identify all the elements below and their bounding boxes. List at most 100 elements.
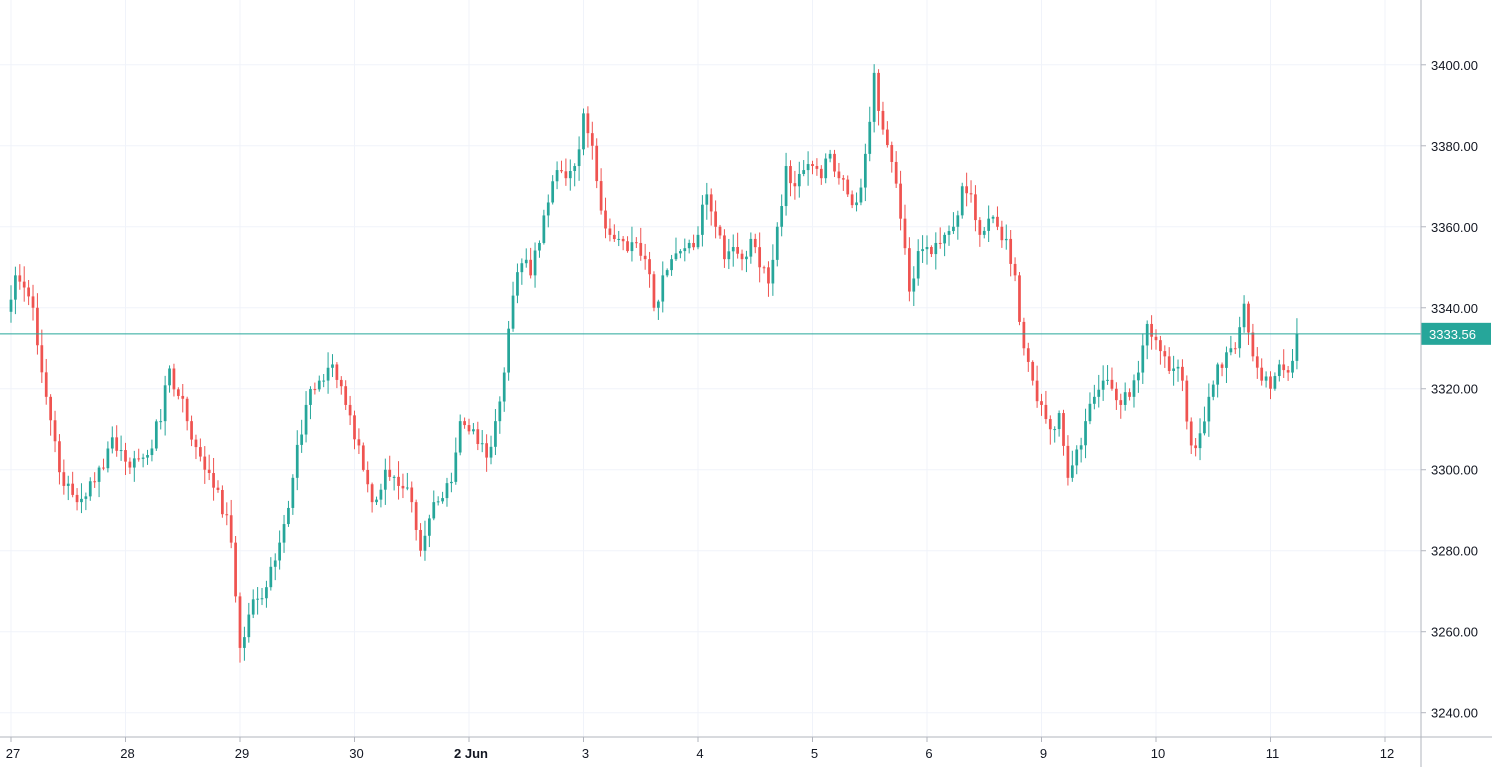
candle [331,354,334,378]
x-tick-label: 28 [120,746,134,761]
candle [1172,355,1175,386]
candle [1145,320,1149,360]
candle-body [322,380,326,382]
candle-body [956,215,960,227]
x-tick-label: 29 [235,746,249,761]
candle-body [300,434,304,445]
candle [692,234,695,251]
candle-body [1264,376,1268,381]
candle [282,514,286,553]
candle [410,481,414,513]
x-tick-label: 9 [1040,746,1047,761]
candle [881,101,885,135]
candle-body [269,566,273,588]
candle [648,251,651,288]
candle [1220,362,1224,377]
candle-body [80,498,83,503]
candle-body [701,204,704,235]
candle [612,224,616,242]
candle [181,384,185,413]
candle-body [1123,392,1127,405]
candle [727,238,731,270]
candle-body [40,345,44,373]
candle-body [295,444,299,478]
y-tick-label: 3340.00 [1431,301,1478,316]
candle-body [1035,380,1039,402]
candle [1075,445,1079,475]
candle-body [243,637,246,648]
candle [921,235,924,263]
candle-body [590,133,594,146]
candle [128,457,132,475]
candle-body [617,238,621,240]
candle-body [282,524,286,543]
candle [1247,301,1250,346]
candle [388,455,392,481]
candle-body [194,439,198,448]
candle-body [938,242,942,244]
candle-body [287,507,290,525]
candle-body [1075,449,1079,466]
candle-body [353,415,356,440]
candle [176,387,180,400]
candle-body [529,259,533,276]
candle-body [661,275,665,302]
candle [1255,347,1259,379]
candle-body [106,448,110,469]
candle-body [66,483,70,486]
candle-body [423,535,427,551]
candle-body [921,249,924,252]
candle [1022,317,1026,356]
candle-body [18,275,22,282]
y-tick-label: 3280.00 [1431,544,1478,559]
candle-body [75,494,79,503]
candle [661,261,665,313]
candle-body [806,164,810,171]
candle-body [516,272,519,296]
candle-body [890,145,894,162]
candle [841,175,845,191]
candle-body [1040,401,1043,405]
candle [238,592,242,663]
candle-body [185,398,189,422]
candle [987,205,991,243]
candle [40,329,44,383]
candle-body [1203,421,1206,434]
candle [815,158,819,176]
candle [789,160,792,197]
candle-body [991,216,995,219]
candle [199,438,202,462]
candle [762,265,766,274]
candle [617,230,621,247]
candle [502,367,506,412]
candle [375,496,378,506]
candle [361,442,365,472]
candle-body [1159,340,1162,352]
candle [168,365,171,393]
candle [1026,342,1030,372]
candle-body [1282,364,1286,371]
candle-body [1128,392,1131,397]
candle-body [361,445,365,470]
candle-body [683,248,687,252]
candle [974,185,977,232]
candle-body [1106,379,1109,381]
candle-body [846,179,850,195]
candle [154,419,158,451]
candle [899,170,902,231]
candle-body [163,385,167,422]
x-tick-label: 11 [1266,746,1280,761]
candle [687,239,691,254]
candle [1097,374,1101,408]
candle [934,232,938,270]
candle-body [159,421,163,423]
candle-body [604,210,607,229]
candle [577,136,581,181]
candle-body [718,226,722,236]
candle [1291,348,1294,379]
candle [912,266,916,307]
candle-body [132,458,136,468]
